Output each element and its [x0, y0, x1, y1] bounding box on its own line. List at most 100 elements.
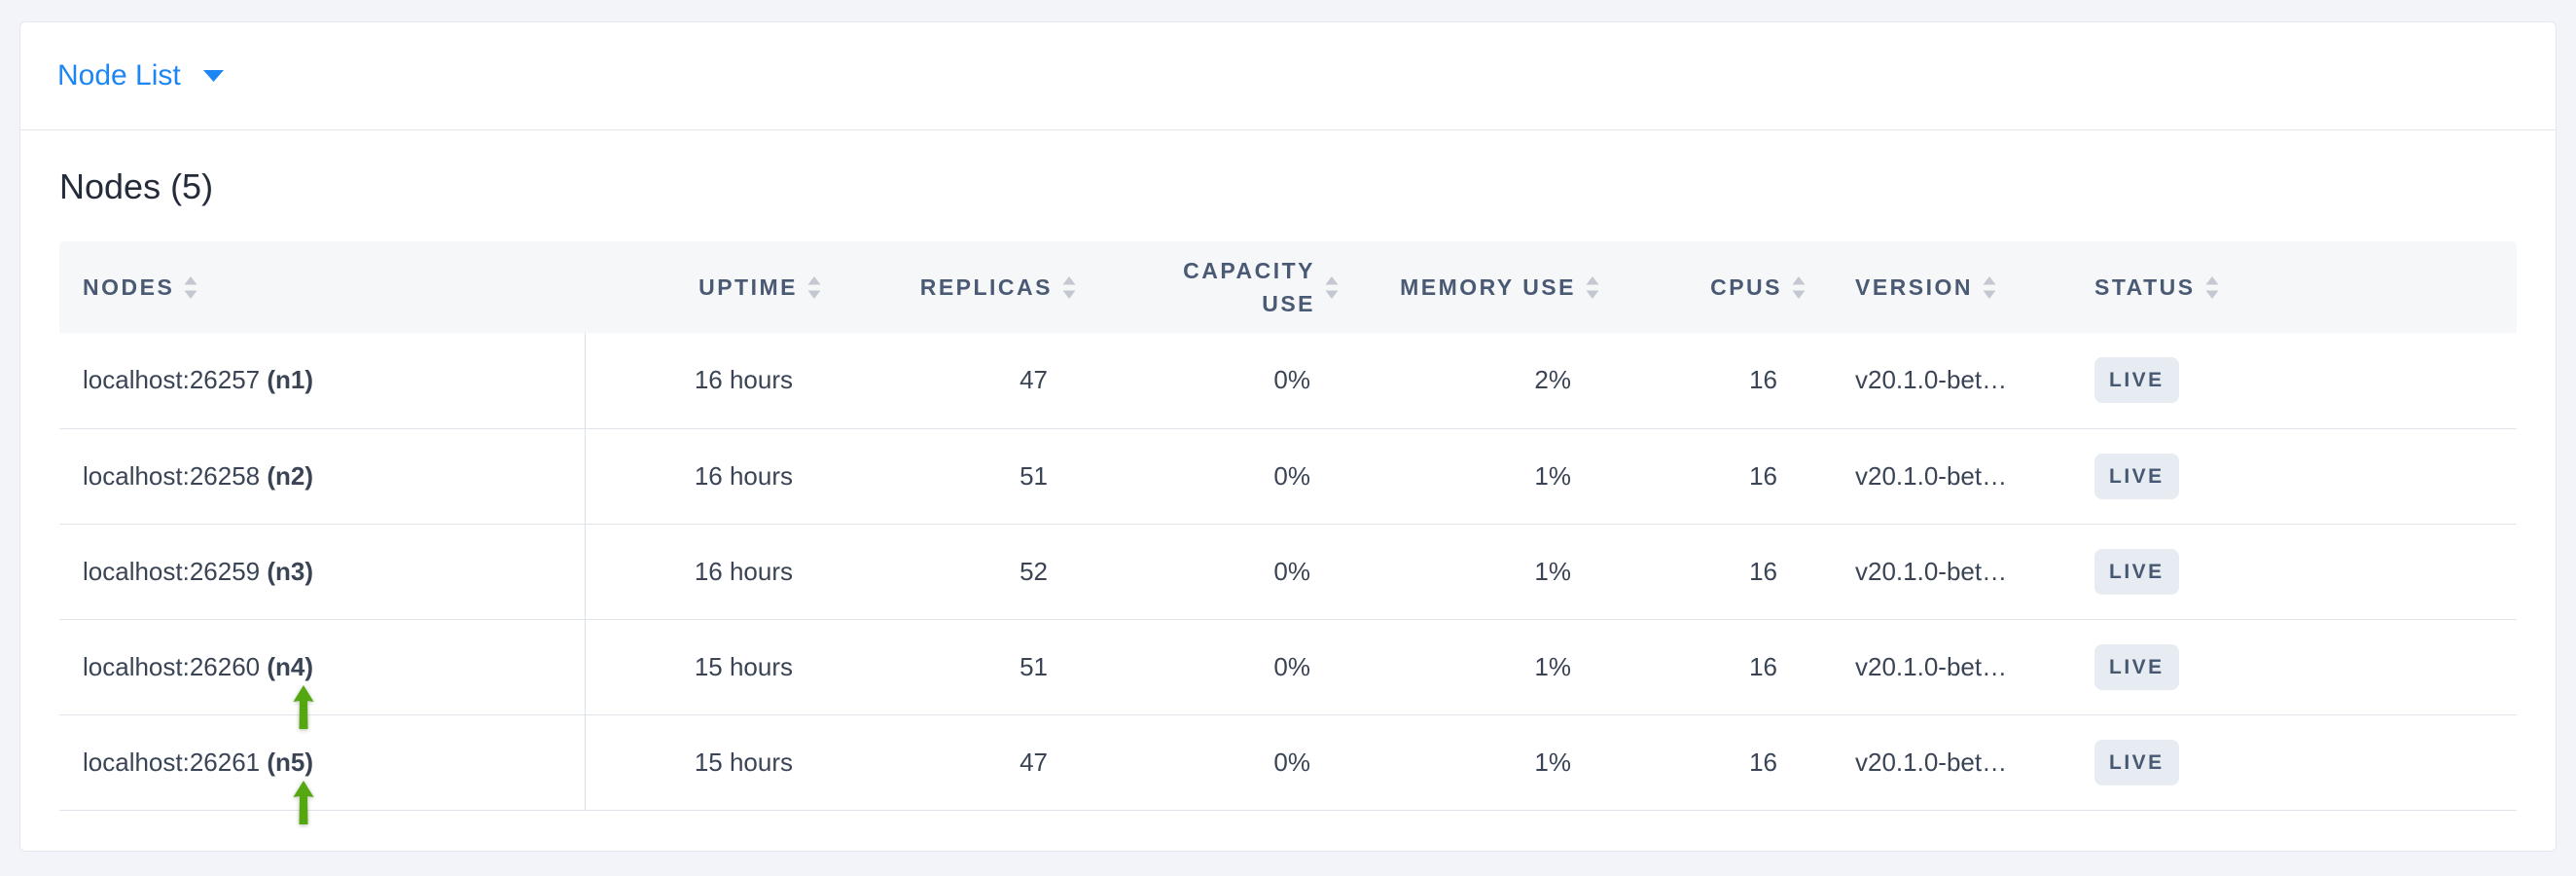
status-badge: LIVE — [2094, 548, 2179, 595]
node-host: localhost:26260 — [83, 651, 268, 681]
node-address[interactable]: localhost:26257 (n1) — [83, 365, 313, 394]
column-header-label: CAPACITY USE — [1183, 258, 1315, 316]
node-status-cell: LIVE — [2054, 333, 2517, 429]
node-replicas-cell: 47 — [830, 714, 1085, 811]
column-header-cpus[interactable]: CPUS — [1608, 241, 1814, 333]
table-row: localhost:26260 (n4) 15 hours 51 0% 1% 16 v20.… — [59, 619, 2517, 715]
sort-arrows-icon — [806, 275, 822, 300]
column-header-label: MEMORY USE — [1400, 274, 1576, 300]
node-capacity_use-cell: 0% — [1085, 524, 1347, 620]
node-cpus-cell: 16 — [1608, 333, 1814, 429]
node-uptime-cell: 15 hours — [585, 619, 830, 715]
column-header-label: REPLICAS — [919, 274, 1053, 300]
node-replicas-cell: 51 — [830, 428, 1085, 525]
node-address-cell[interactable]: localhost:26259 (n3) — [59, 524, 586, 620]
node-cpus-cell: 16 — [1608, 428, 1814, 525]
node-host: localhost:26259 — [83, 556, 268, 586]
content-card: Node List Nodes (5) NODES UPTIME REPLICA… — [19, 21, 2557, 852]
caret-down-icon — [202, 69, 225, 83]
node-capacity_use-cell: 0% — [1085, 333, 1347, 429]
nodes-table: NODES UPTIME REPLICAS CAPACITY USE MEMOR… — [59, 241, 2517, 811]
table-header-row: NODES UPTIME REPLICAS CAPACITY USE MEMOR… — [59, 241, 2517, 333]
node-replicas-cell: 52 — [830, 524, 1085, 620]
column-header-nodes[interactable]: NODES — [59, 241, 585, 333]
table-row: localhost:26259 (n3) 16 hours 52 0% 1% 16 v20.… — [59, 524, 2517, 620]
sort-arrows-icon — [1324, 275, 1340, 300]
node-version-cell: v20.1.0-bet… — [1814, 524, 2054, 620]
status-badge: LIVE — [2094, 643, 2179, 690]
node-list-dropdown-label: Node List — [57, 59, 181, 91]
sort-arrows-icon — [183, 275, 198, 300]
node-version-cell: v20.1.0-bet… — [1814, 714, 2054, 811]
column-header-uptime[interactable]: UPTIME — [585, 241, 830, 333]
table-row: localhost:26257 (n1) 16 hours 47 0% 2% 16 v20.… — [59, 333, 2517, 429]
node-address[interactable]: localhost:26261 (n5) — [83, 748, 313, 777]
node-cpus-cell: 16 — [1608, 524, 1814, 620]
node-uptime-cell: 16 hours — [585, 428, 830, 525]
column-header-label: VERSION — [1855, 274, 1974, 300]
node-capacity_use-cell: 0% — [1085, 428, 1347, 525]
node-status-cell: LIVE — [2054, 714, 2517, 811]
node-id: (n4) — [267, 651, 314, 681]
node-version-cell: v20.1.0-bet… — [1814, 333, 2054, 429]
node-address-cell[interactable]: localhost:26258 (n2) — [59, 428, 586, 525]
node-memory_use-cell: 1% — [1347, 714, 1608, 811]
node-status-cell: LIVE — [2054, 619, 2517, 715]
node-address-cell[interactable]: localhost:26257 (n1) — [59, 333, 586, 429]
sort-arrows-icon — [1791, 275, 1807, 300]
node-status-cell: LIVE — [2054, 428, 2517, 525]
node-version-cell: v20.1.0-bet… — [1814, 619, 2054, 715]
node-capacity_use-cell: 0% — [1085, 714, 1347, 811]
column-header-version[interactable]: VERSION — [1814, 241, 2054, 333]
sort-arrows-icon — [1982, 275, 1997, 300]
node-host: localhost:26261 — [83, 747, 268, 777]
node-address[interactable]: localhost:26260 (n4) — [83, 652, 313, 681]
node-memory_use-cell: 1% — [1347, 619, 1608, 715]
node-memory_use-cell: 2% — [1347, 333, 1608, 429]
node-id: (n3) — [267, 556, 314, 586]
node-list-dropdown[interactable]: Node List — [57, 59, 225, 92]
sort-arrows-icon — [1585, 275, 1600, 300]
node-address-cell[interactable]: localhost:26260 (n4) — [59, 619, 586, 715]
column-header-label: CPUS — [1710, 274, 1782, 300]
node-replicas-cell: 51 — [830, 619, 1085, 715]
node-uptime-cell: 16 hours — [585, 333, 830, 429]
node-uptime-cell: 15 hours — [585, 714, 830, 811]
column-header-memory_use[interactable]: MEMORY USE — [1347, 241, 1608, 333]
column-header-status[interactable]: STATUS — [2054, 241, 2517, 333]
column-header-label: UPTIME — [698, 274, 798, 300]
node-memory_use-cell: 1% — [1347, 428, 1608, 525]
status-badge: LIVE — [2094, 453, 2179, 499]
status-badge: LIVE — [2094, 357, 2179, 404]
node-capacity_use-cell: 0% — [1085, 619, 1347, 715]
node-id: (n5) — [267, 747, 314, 777]
node-address[interactable]: localhost:26258 (n2) — [83, 461, 313, 491]
node-id: (n2) — [267, 460, 314, 491]
column-header-replicas[interactable]: REPLICAS — [830, 241, 1085, 333]
node-host: localhost:26257 — [83, 365, 268, 395]
node-host: localhost:26258 — [83, 460, 268, 491]
column-header-label: NODES — [83, 274, 175, 300]
node-cpus-cell: 16 — [1608, 619, 1814, 715]
page-title: Nodes (5) — [59, 166, 214, 206]
node-replicas-cell: 47 — [830, 333, 1085, 429]
node-address-cell[interactable]: localhost:26261 (n5) — [59, 714, 586, 811]
table-row: localhost:26258 (n2) 16 hours 51 0% 1% 16 v20.… — [59, 428, 2517, 525]
node-cpus-cell: 16 — [1608, 714, 1814, 811]
table-row: localhost:26261 (n5) 15 hours 47 0% 1% 16 v20.… — [59, 714, 2517, 811]
column-header-capacity_use[interactable]: CAPACITY USE — [1085, 241, 1347, 333]
nodes-section: Nodes (5) NODES UPTIME REPLICAS CAPACITY… — [20, 165, 2556, 854]
column-header-label: STATUS — [2094, 274, 2196, 300]
node-version-cell: v20.1.0-bet… — [1814, 428, 2054, 525]
node-id: (n1) — [267, 365, 314, 395]
table-body: localhost:26257 (n1) 16 hours 47 0% 2% 16 v20.… — [59, 333, 2517, 811]
view-switcher-bar: Node List — [20, 22, 2556, 130]
sort-arrows-icon — [1061, 275, 1077, 300]
status-badge: LIVE — [2094, 739, 2179, 785]
node-status-cell: LIVE — [2054, 524, 2517, 620]
node-uptime-cell: 16 hours — [585, 524, 830, 620]
node-address[interactable]: localhost:26259 (n3) — [83, 557, 313, 586]
node-memory_use-cell: 1% — [1347, 524, 1608, 620]
sort-arrows-icon — [2204, 275, 2220, 300]
